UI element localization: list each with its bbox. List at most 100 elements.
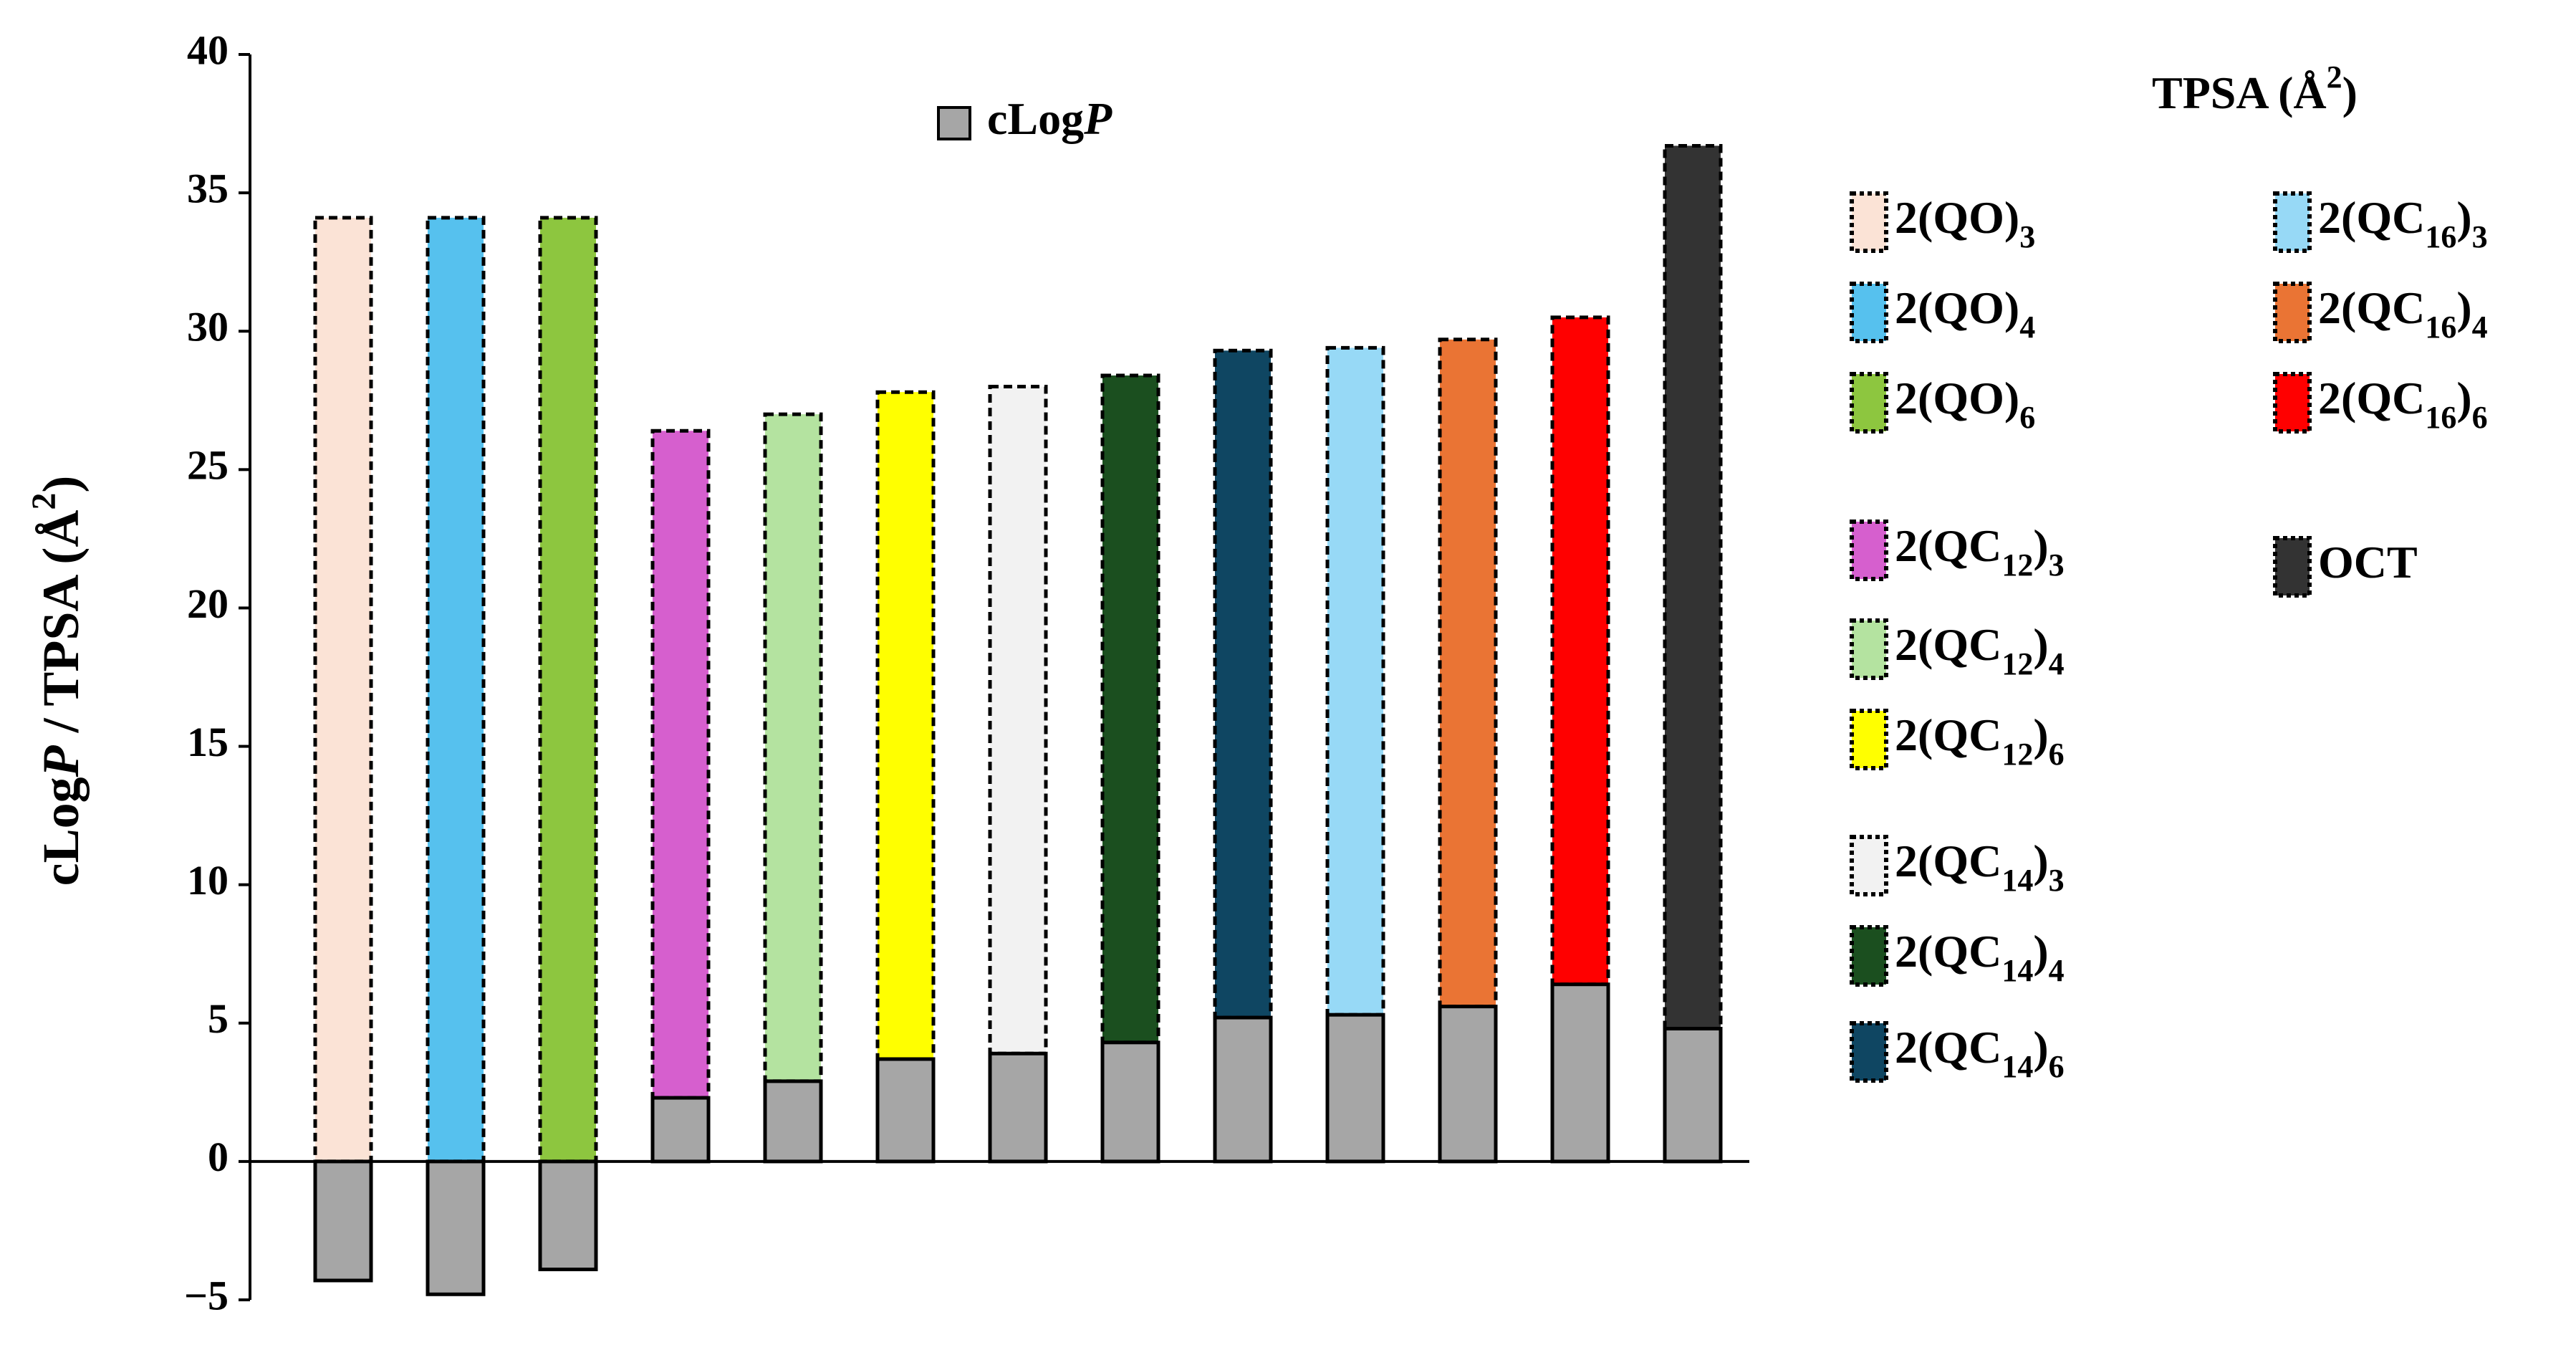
legend-label-part: ) bbox=[2456, 373, 2471, 423]
legend-title: TPSA (Å2) bbox=[2152, 59, 2358, 118]
y-axis-label-part: ) bbox=[32, 476, 90, 493]
legend-swatch bbox=[1850, 709, 1888, 770]
tpsa-bar bbox=[1100, 373, 1160, 1045]
legend-title-part: 2 bbox=[2327, 59, 2342, 95]
legend-label-part: 3 bbox=[2049, 863, 2065, 898]
legend-swatch bbox=[1850, 282, 1888, 343]
tpsa-bar bbox=[1550, 315, 1610, 987]
legend-label-part: 2(QO) bbox=[1895, 192, 2019, 243]
legend-label-part: 2(QC bbox=[1895, 926, 2001, 977]
legend-label-part: OCT bbox=[2318, 537, 2418, 588]
legend-label-part: ) bbox=[2456, 282, 2471, 333]
clogp-bar bbox=[538, 1159, 598, 1272]
clogp-bar bbox=[1663, 1027, 1723, 1164]
legend-swatch bbox=[2273, 536, 2312, 598]
y-tick-label: 40 bbox=[187, 27, 229, 73]
legend-label-part: P bbox=[1083, 93, 1112, 144]
y-tick-label: 5 bbox=[208, 995, 229, 1042]
clogp-bar bbox=[1438, 1005, 1498, 1164]
y-tick-label: −5 bbox=[184, 1272, 229, 1318]
legend-label-part: 2(QC bbox=[1895, 709, 2001, 760]
y-axis-label-part: / TPSA (Å bbox=[32, 510, 90, 746]
legend-label-part: 6 bbox=[2049, 737, 2065, 772]
legend-label-part: ) bbox=[2456, 192, 2471, 243]
legend-swatch bbox=[1850, 1021, 1888, 1083]
y-tick-label: 10 bbox=[187, 857, 229, 904]
clogp-bar bbox=[763, 1079, 823, 1164]
legend-label-part: cLog bbox=[987, 93, 1084, 144]
legend-label-part: 6 bbox=[2049, 1049, 2065, 1084]
y-axis-label-part: P bbox=[32, 745, 90, 777]
y-tick-label: 20 bbox=[187, 580, 229, 627]
legend-label-part: 2(QC bbox=[1895, 836, 2001, 886]
tpsa-bar bbox=[1438, 338, 1498, 1009]
legend-label-part: 12 bbox=[2001, 646, 2033, 681]
legend-label-part: ) bbox=[2033, 520, 2048, 571]
legend-label-part: ) bbox=[2033, 619, 2048, 670]
legend-swatch bbox=[937, 106, 971, 140]
clogp-bar bbox=[1550, 982, 1610, 1164]
clogp-bar bbox=[988, 1051, 1048, 1164]
tpsa-bar bbox=[988, 384, 1048, 1056]
clogp-bar bbox=[650, 1096, 711, 1164]
legend-label-part: 16 bbox=[2425, 219, 2456, 254]
legend-label-part: 2(QC bbox=[1895, 520, 2001, 571]
legend-label-part: 6 bbox=[2472, 400, 2488, 435]
legend-label: 2(QO)4 bbox=[1895, 282, 2035, 345]
tpsa-bar bbox=[875, 390, 936, 1061]
legend-swatch bbox=[1850, 925, 1888, 987]
legend-label: 2(QC14)6 bbox=[1895, 1022, 2065, 1084]
legend-swatch bbox=[1850, 191, 1888, 253]
legend-label-part: 2(QC bbox=[2318, 282, 2425, 333]
legend-swatch bbox=[1850, 520, 1888, 581]
tpsa-bar bbox=[763, 412, 823, 1083]
clogp-bar bbox=[313, 1159, 373, 1283]
legend-label-part: 2(QC bbox=[2318, 373, 2425, 423]
legend-swatch bbox=[2273, 282, 2312, 343]
legend-label-part: ) bbox=[2033, 926, 2048, 977]
legend-label-part: 3 bbox=[2472, 219, 2488, 254]
legend-label-part: 12 bbox=[2001, 737, 2033, 772]
y-tick-label: 30 bbox=[187, 304, 229, 350]
legend-label-part: 14 bbox=[2001, 863, 2033, 898]
y-tick-label: 25 bbox=[187, 442, 229, 489]
legend-swatch bbox=[2273, 191, 2312, 253]
tpsa-bar bbox=[650, 429, 711, 1100]
clogp-bar bbox=[1100, 1040, 1160, 1164]
legend-swatch bbox=[1850, 618, 1888, 680]
legend-label: 2(QC16)4 bbox=[2318, 282, 2488, 345]
tpsa-bar bbox=[313, 216, 373, 1164]
legend-label-part: 14 bbox=[2001, 1049, 2033, 1084]
legend-label-part: 3 bbox=[2019, 219, 2035, 254]
legend-label: 2(QC14)3 bbox=[1895, 836, 2065, 898]
legend-label-part: 3 bbox=[2049, 547, 2065, 583]
y-tick-label: 35 bbox=[187, 165, 229, 211]
tpsa-bar bbox=[1325, 345, 1385, 1017]
legend-label: 2(QC16)6 bbox=[2318, 373, 2488, 435]
legend-label: 2(QO)6 bbox=[1895, 373, 2035, 435]
tpsa-bar bbox=[1213, 348, 1273, 1020]
legend-label-part: ) bbox=[2033, 1022, 2048, 1073]
legend-label-part: 16 bbox=[2425, 400, 2456, 435]
legend-label: OCT bbox=[2318, 537, 2418, 588]
legend-label: 2(QC14)4 bbox=[1895, 926, 2065, 988]
legend-label: 2(QC12)3 bbox=[1895, 520, 2065, 583]
legend-label-part: ) bbox=[2033, 836, 2048, 886]
tpsa-bar bbox=[426, 216, 486, 1164]
legend-label-part: 2(QC bbox=[2318, 192, 2425, 243]
clogp-bar bbox=[875, 1057, 936, 1164]
legend-label-part: 2(QC bbox=[1895, 1022, 2001, 1073]
legend-label: 2(QC16)3 bbox=[2318, 192, 2488, 254]
clogp-bar bbox=[1325, 1013, 1385, 1164]
legend-label-part: 2(QC bbox=[1895, 619, 2001, 670]
y-axis-label-part: 2 bbox=[25, 493, 63, 510]
legend-label-part: 16 bbox=[2425, 310, 2456, 345]
legend-swatch bbox=[2273, 372, 2312, 434]
legend-title-part: TPSA (Å bbox=[2152, 67, 2327, 118]
y-axis-label-part: cLog bbox=[32, 777, 90, 886]
legend-swatch bbox=[1850, 835, 1888, 896]
legend-label-part: 4 bbox=[2472, 310, 2488, 345]
legend-label: cLogP bbox=[987, 93, 1112, 144]
legend-label-part: 4 bbox=[2049, 646, 2065, 681]
